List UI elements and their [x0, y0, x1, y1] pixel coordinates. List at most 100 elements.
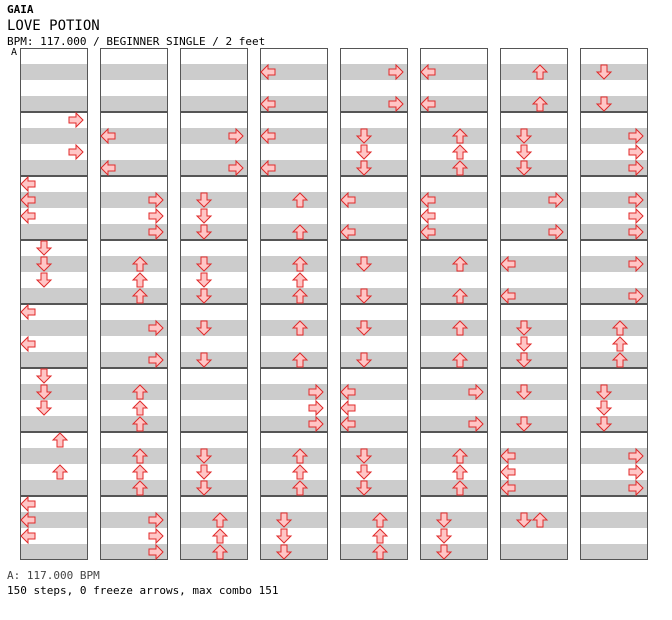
measure-border	[340, 496, 408, 560]
beat-stripe	[260, 128, 328, 144]
beat-stripe	[580, 512, 648, 528]
left-arrow-icon	[500, 463, 516, 481]
right-arrow-icon	[548, 191, 564, 209]
measure	[180, 432, 248, 496]
right-arrow-icon	[628, 479, 644, 497]
beat-stripe	[500, 160, 568, 176]
measure	[180, 48, 248, 112]
up-arrow-icon	[291, 288, 309, 304]
measure-border	[180, 432, 248, 496]
down-arrow-icon	[515, 336, 533, 352]
measure-border	[180, 240, 248, 304]
beat-stripe	[500, 192, 568, 208]
beat-stripe	[100, 544, 168, 560]
measure-border	[260, 112, 328, 176]
up-arrow-icon	[291, 192, 309, 208]
beat-stripe	[340, 352, 408, 368]
measure-border	[500, 368, 568, 432]
up-arrow-icon	[51, 432, 69, 448]
beat-stripe	[100, 192, 168, 208]
right-arrow-icon	[628, 287, 644, 305]
down-arrow-icon	[595, 64, 613, 80]
beat-stripe	[340, 96, 408, 112]
left-arrow-icon	[20, 511, 36, 529]
measure	[180, 304, 248, 368]
measure-border	[20, 240, 88, 304]
down-arrow-icon	[595, 400, 613, 416]
measure	[580, 176, 648, 241]
beat-stripe	[180, 448, 248, 464]
down-arrow-icon	[195, 464, 213, 480]
down-arrow-icon	[195, 352, 213, 368]
up-arrow-icon	[451, 448, 469, 464]
beat-stripe	[180, 64, 248, 80]
beat-stripe	[100, 128, 168, 144]
measure-border	[420, 240, 488, 304]
beat-stripe	[20, 288, 88, 304]
beat-stripe	[340, 256, 408, 272]
beat-stripe	[420, 512, 488, 528]
up-arrow-icon	[531, 96, 549, 112]
measure-border	[580, 176, 648, 240]
down-arrow-icon	[435, 512, 453, 528]
left-arrow-icon	[20, 207, 36, 225]
step-stats: 150 steps, 0 freeze arrows, max combo 15…	[7, 584, 279, 597]
down-arrow-icon	[355, 160, 373, 176]
beat-stripe	[180, 320, 248, 336]
beat-stripe	[340, 224, 408, 240]
beat-stripe	[20, 256, 88, 272]
up-arrow-icon	[211, 528, 229, 544]
beat-stripe	[340, 160, 408, 176]
down-arrow-icon	[515, 416, 533, 432]
up-arrow-icon	[131, 400, 149, 416]
beat-stripe	[20, 128, 88, 144]
measure	[260, 432, 328, 496]
measure-border	[180, 304, 248, 368]
beat-stripe	[20, 64, 88, 80]
down-arrow-icon	[355, 144, 373, 160]
measure-border	[500, 304, 568, 368]
down-arrow-icon	[195, 192, 213, 208]
down-arrow-icon	[195, 288, 213, 304]
down-arrow-icon	[355, 320, 373, 336]
beat-stripe	[340, 448, 408, 464]
down-arrow-icon	[515, 144, 533, 160]
right-arrow-icon	[308, 399, 324, 417]
beat-stripe	[580, 544, 648, 560]
beat-stripe	[580, 192, 648, 208]
song-artist: GAIA	[7, 3, 34, 16]
beat-stripe	[420, 384, 488, 400]
beat-stripe	[20, 320, 88, 336]
beat-stripe	[580, 288, 648, 304]
up-arrow-icon	[451, 464, 469, 480]
measure-border	[260, 304, 328, 368]
beat-stripe	[20, 160, 88, 176]
right-arrow-icon	[628, 223, 644, 241]
measure	[420, 368, 488, 433]
measure	[100, 176, 168, 241]
right-arrow-icon	[628, 207, 644, 225]
measure	[20, 175, 88, 240]
beat-stripe	[420, 64, 488, 80]
measure	[260, 496, 328, 560]
beat-stripe	[260, 544, 328, 560]
beat-stripe	[100, 224, 168, 240]
measure-border	[180, 368, 248, 432]
beat-stripe	[500, 256, 568, 272]
measure-border	[180, 112, 248, 176]
measure-border	[340, 304, 408, 368]
right-arrow-icon	[548, 223, 564, 241]
measure-border	[580, 304, 648, 368]
right-arrow-icon	[628, 447, 644, 465]
measure	[580, 304, 648, 368]
up-arrow-icon	[451, 288, 469, 304]
beat-stripe	[420, 416, 488, 432]
beat-stripe	[20, 224, 88, 240]
up-arrow-icon	[451, 144, 469, 160]
beat-stripe	[580, 480, 648, 496]
beat-stripe	[180, 96, 248, 112]
left-arrow-icon	[500, 287, 516, 305]
measure-border	[20, 176, 88, 240]
right-arrow-icon	[148, 223, 164, 241]
down-arrow-icon	[355, 288, 373, 304]
